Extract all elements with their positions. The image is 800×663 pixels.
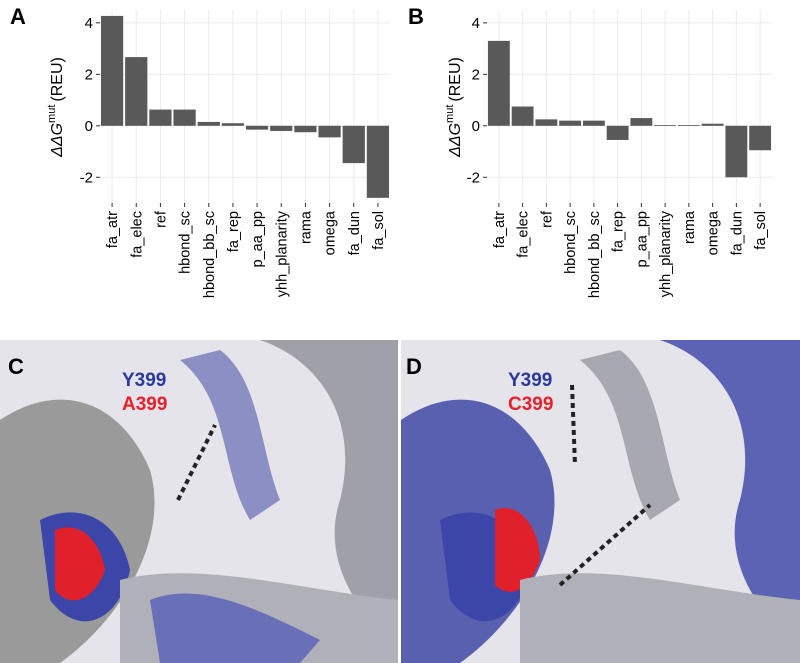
- x-tick-label: yhh_planarity: [658, 210, 674, 297]
- y-tick-label: 4: [85, 15, 93, 32]
- y-axis-label-unit: (REU): [49, 57, 66, 101]
- x-tick-label: p_aa_pp: [634, 211, 650, 267]
- x-tick-label: fa_sol: [371, 211, 387, 250]
- x-tick-label: rama: [682, 210, 698, 244]
- x-tick-label: hbond_sc: [178, 211, 194, 274]
- bar: [582, 120, 605, 126]
- x-tick-label: fa_dun: [729, 211, 745, 255]
- y-axis-label-main: ΔΔG: [447, 123, 464, 158]
- structure-image-d: [401, 340, 800, 663]
- x-tick-label: fa_rep: [611, 211, 627, 252]
- wild-residue: Y399: [508, 370, 552, 391]
- y-axis-label-unit: (REU): [447, 57, 464, 101]
- bar: [630, 118, 653, 126]
- y-tick-label: 0: [85, 118, 93, 135]
- x-tick-label: fa_elec: [129, 211, 145, 258]
- x-tick-label: fa_atr: [105, 211, 121, 248]
- y-tick-label: 2: [472, 66, 480, 83]
- plot-background: [487, 10, 772, 203]
- x-tick-label: p_aa_pp: [250, 211, 266, 267]
- x-tick-label: fa_dun: [347, 211, 363, 255]
- structure-image-c: [0, 340, 398, 663]
- x-tick-label: yhh_planarity: [274, 210, 290, 297]
- y-tick-label: 0: [472, 118, 480, 135]
- x-tick-label: rama: [298, 210, 314, 244]
- x-tick-label: hbond_sc: [563, 211, 579, 274]
- bar: [749, 125, 772, 151]
- y-axis-label: ΔΔGmut (REU): [444, 57, 464, 158]
- x-tick-label: ref: [153, 210, 169, 228]
- panel-letter: D: [406, 354, 422, 379]
- x-tick-label: hbond_bb_sc: [202, 211, 218, 298]
- bar: [366, 125, 390, 198]
- panel-letter: A: [10, 4, 26, 29]
- x-tick-label: hbond_bb_sc: [587, 211, 603, 298]
- bar: [511, 106, 534, 126]
- bar: [197, 121, 220, 126]
- bar: [701, 123, 724, 126]
- wild-residue: Y399: [122, 370, 166, 391]
- bar: [318, 125, 341, 138]
- bar: [606, 125, 629, 140]
- x-tick-label: omega: [706, 210, 722, 255]
- bar: [245, 125, 269, 130]
- y-axis-label-sup: mut: [444, 105, 456, 123]
- y-tick-label: 2: [85, 66, 93, 83]
- bar: [173, 109, 196, 126]
- bar: [125, 57, 148, 126]
- panel-letter: C: [8, 354, 24, 379]
- bar: [487, 40, 510, 126]
- y-axis-label-sup: mut: [46, 105, 58, 123]
- bar: [270, 125, 293, 131]
- x-tick-label: fa_elec: [516, 211, 532, 258]
- mutant-residue: A399: [122, 394, 167, 415]
- mutant-residue: C399: [508, 394, 553, 415]
- x-tick-label: fa_atr: [492, 211, 508, 248]
- bar: [294, 125, 317, 133]
- x-tick-label: fa_sol: [753, 211, 769, 250]
- bar: [677, 125, 700, 126]
- bar: [654, 125, 677, 126]
- y-axis-label-main: ΔΔG: [49, 123, 66, 158]
- plot-background: [100, 10, 390, 203]
- bar: [559, 120, 582, 126]
- bar: [535, 119, 558, 126]
- y-tick-label: -2: [467, 169, 480, 186]
- bar: [221, 123, 245, 126]
- x-tick-label: ref: [539, 210, 555, 228]
- x-tick-label: fa_rep: [226, 211, 242, 252]
- bar: [342, 125, 365, 164]
- panel-letter: B: [408, 4, 424, 29]
- bar: [149, 109, 172, 126]
- bar: [100, 15, 124, 126]
- y-tick-label: 4: [472, 15, 480, 32]
- y-axis-label: ΔΔGmut (REU): [46, 57, 66, 158]
- y-tick-label: -2: [80, 169, 93, 186]
- x-tick-label: omega: [323, 210, 339, 255]
- bar: [725, 125, 748, 178]
